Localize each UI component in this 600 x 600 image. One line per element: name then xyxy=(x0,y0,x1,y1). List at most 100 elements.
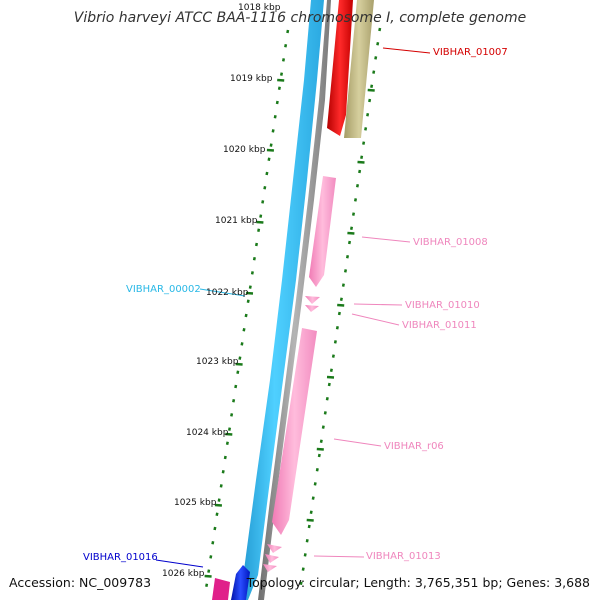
tick-mark xyxy=(299,581,303,586)
tick-mark xyxy=(267,157,271,162)
tick-mark xyxy=(347,240,352,245)
accession-text: Accession: NC_009783 xyxy=(9,575,151,590)
gene-label-vibhar-r06[interactable]: VIBHAR_r06 xyxy=(384,441,444,452)
gene-vibhar-01013-b[interactable] xyxy=(265,554,279,563)
tick-mark xyxy=(221,469,225,474)
gene-vibhar-r06[interactable] xyxy=(272,328,317,535)
tick-mark xyxy=(284,43,288,48)
tick-mark xyxy=(269,143,273,147)
gene-vibhar-01007[interactable] xyxy=(327,0,353,136)
kbp-label-1018: 1018 kbp xyxy=(238,3,281,13)
genome-backbone xyxy=(258,0,331,600)
gene-olive[interactable] xyxy=(344,0,374,138)
tick-mark xyxy=(273,114,277,119)
tick-mark xyxy=(257,228,261,233)
tick-mark xyxy=(378,27,382,32)
tick-mark xyxy=(281,58,286,62)
tick-mark xyxy=(230,413,234,417)
major-tick-mark xyxy=(235,362,243,366)
tick-mark xyxy=(252,256,256,261)
gene-vibhar-01016[interactable] xyxy=(231,565,250,600)
gene-magenta[interactable] xyxy=(212,578,230,600)
tick-mark xyxy=(238,356,242,360)
major-tick-mark xyxy=(245,291,254,295)
major-tick-mark xyxy=(256,220,264,224)
tick-mark xyxy=(366,112,370,117)
tick-mark xyxy=(286,29,290,34)
gene-vibhar-01013-a[interactable] xyxy=(267,544,282,553)
kbp-label-1026: 1026 kbp xyxy=(162,569,205,579)
tick-mark xyxy=(349,226,354,231)
gene-label-vibhar-01011[interactable]: VIBHAR_01011 xyxy=(402,320,477,331)
tick-mark xyxy=(333,340,337,344)
tick-mark xyxy=(234,384,238,389)
tick-mark xyxy=(339,297,343,302)
tick-mark xyxy=(303,553,307,557)
major-tick-mark xyxy=(367,88,375,92)
tick-mark xyxy=(265,171,269,176)
gene-label-vibhar-01008[interactable]: VIBHAR_01008 xyxy=(413,237,488,248)
tick-mark xyxy=(341,283,345,287)
gene-label-vibhar-01007[interactable]: VIBHAR_01007 xyxy=(433,47,508,58)
tick-mark xyxy=(232,398,236,403)
tick-mark xyxy=(374,56,378,60)
gene-label-vibhar-01010[interactable]: VIBHAR_01010 xyxy=(405,300,480,311)
major-tick-mark xyxy=(266,148,274,152)
tick-mark xyxy=(368,98,372,103)
tick-mark xyxy=(315,467,319,472)
tick-mark xyxy=(319,439,323,444)
tick-mark xyxy=(236,370,240,375)
gene-label-vibhar-01016[interactable]: VIBHAR_01016 xyxy=(83,552,158,563)
tick-mark xyxy=(309,510,313,515)
tick-mark xyxy=(219,484,223,488)
tick-mark xyxy=(313,482,317,486)
tick-mark xyxy=(343,269,348,273)
kbp-label-1025: 1025 kbp xyxy=(174,498,217,508)
major-tick-mark xyxy=(357,160,365,164)
major-tick-mark xyxy=(337,303,345,307)
tick-mark xyxy=(209,555,213,559)
gene-vibhar-01011[interactable] xyxy=(305,305,319,312)
tick-mark xyxy=(372,70,376,74)
gene-vibhar-01010[interactable] xyxy=(305,296,320,304)
map-title: Vibrio harveyi ATCC BAA-1116 chromosome … xyxy=(74,10,526,26)
tick-mark xyxy=(362,141,366,145)
gene-label-vibhar-01013[interactable]: VIBHAR_01013 xyxy=(366,551,441,562)
gene-vibhar-01013-c[interactable] xyxy=(263,564,277,572)
tick-mark xyxy=(217,498,221,502)
tick-mark xyxy=(345,254,350,259)
major-tick-mark xyxy=(306,518,314,522)
kbp-label-1022: 1022 kbp xyxy=(206,288,249,298)
gene-vibhar-01008[interactable] xyxy=(309,176,336,287)
tick-mark xyxy=(364,127,368,131)
label-connectors xyxy=(155,47,431,568)
kbp-label-1023: 1023 kbp xyxy=(196,357,239,367)
tick-mark xyxy=(279,72,284,76)
tick-mark xyxy=(277,86,281,91)
tick-mark xyxy=(311,496,315,500)
tick-mark xyxy=(325,396,329,401)
major-tick-mark xyxy=(225,432,233,436)
tick-mark xyxy=(370,84,374,89)
tick-mark xyxy=(323,411,327,415)
tick-mark xyxy=(213,526,217,531)
kbp-label-1021: 1021 kbp xyxy=(215,216,258,226)
tick-mark xyxy=(271,129,275,133)
tick-mark xyxy=(259,214,263,218)
outer-tick-track xyxy=(299,27,382,586)
kbp-label-1024: 1024 kbp xyxy=(186,428,229,438)
gene-label-vibhar-00002[interactable]: VIBHAR_00002 xyxy=(126,284,201,295)
tick-mark xyxy=(242,327,246,332)
tick-mark xyxy=(246,299,250,304)
tick-mark xyxy=(327,382,331,387)
feature-vibhar-00002[interactable] xyxy=(234,0,324,600)
tick-mark xyxy=(337,311,341,316)
kbp-label-1019: 1019 kbp xyxy=(230,74,273,84)
tick-mark xyxy=(254,242,259,247)
tick-mark xyxy=(360,155,364,160)
major-tick-mark xyxy=(214,503,222,507)
major-tick-mark xyxy=(347,231,355,235)
major-tick-mark xyxy=(326,375,335,379)
major-tick-mark xyxy=(277,78,285,82)
